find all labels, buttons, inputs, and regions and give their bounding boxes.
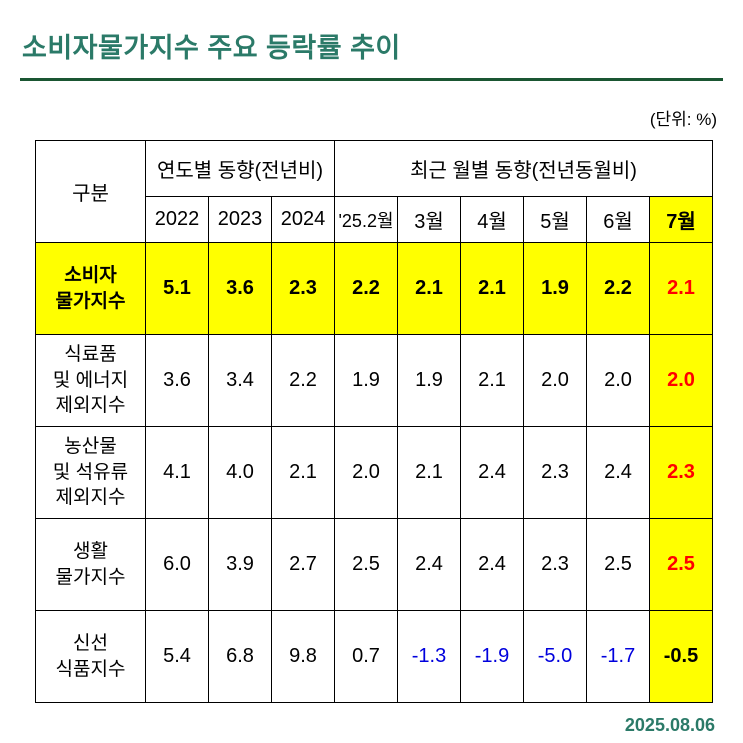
title-underline <box>20 78 723 81</box>
value-cell: 2.4 <box>460 518 524 611</box>
value-cell: 2.1 <box>460 334 524 427</box>
header-group-row: 구분 연도별 동향(전년비) 최근 월별 동향(전년동월비) <box>35 140 713 243</box>
value-cell: 2.5 <box>586 518 650 611</box>
value-cell: -1.9 <box>460 610 524 703</box>
value-cell: 2.0 <box>334 426 398 519</box>
col-header-jun: 6월 <box>586 196 650 243</box>
table-row-living: 생활 물가지수 6.0 3.9 2.7 2.5 2.4 2.4 2.3 2.5 … <box>35 518 713 611</box>
row-label: 신선 식품지수 <box>35 610 146 703</box>
value-cell: 2.5 <box>334 518 398 611</box>
value-cell: 2.0 <box>586 334 650 427</box>
value-cell: 3.6 <box>208 242 272 335</box>
row-label: 농산물 및 석유류 제외지수 <box>35 426 146 519</box>
value-cell: 2.1 <box>271 426 335 519</box>
unit-label: (단위: %) <box>649 110 717 129</box>
table-row-cpi: 소비자 물가지수 5.1 3.6 2.3 2.2 2.1 2.1 1.9 2.2… <box>35 242 713 335</box>
value-cell: 1.9 <box>523 242 587 335</box>
table-row-fresh-food: 신선 식품지수 5.4 6.8 9.8 0.7 -1.3 -1.9 -5.0 -… <box>35 610 713 703</box>
value-cell: 2.2 <box>334 242 398 335</box>
col-header-apr: 4월 <box>460 196 524 243</box>
header-yearly-group: 연도별 동향(전년비) <box>145 140 335 197</box>
row-label: 생활 물가지수 <box>35 518 146 611</box>
value-cell: 2.4 <box>586 426 650 519</box>
value-cell: 9.8 <box>271 610 335 703</box>
col-header-feb25: '25.2월 <box>334 196 398 243</box>
value-cell-latest: 2.0 <box>649 334 713 427</box>
value-cell: 5.4 <box>145 610 209 703</box>
header-category: 구분 <box>35 140 146 243</box>
value-cell: 2.0 <box>523 334 587 427</box>
value-cell: 2.3 <box>523 518 587 611</box>
value-cell-latest: 2.3 <box>649 426 713 519</box>
col-header-2023: 2023 <box>208 196 272 243</box>
value-cell: 3.4 <box>208 334 272 427</box>
value-cell-latest: -0.5 <box>649 610 713 703</box>
value-cell: -5.0 <box>523 610 587 703</box>
value-cell: 2.1 <box>397 242 461 335</box>
value-cell: 3.9 <box>208 518 272 611</box>
col-header-mar: 3월 <box>397 196 461 243</box>
value-cell: 4.1 <box>145 426 209 519</box>
value-cell: 2.3 <box>271 242 335 335</box>
value-cell: 2.2 <box>271 334 335 427</box>
value-cell: -1.7 <box>586 610 650 703</box>
row-label: 소비자 물가지수 <box>35 242 146 335</box>
value-cell: 3.6 <box>145 334 209 427</box>
value-cell: 6.0 <box>145 518 209 611</box>
col-header-2024: 2024 <box>271 196 335 243</box>
value-cell: 2.2 <box>586 242 650 335</box>
col-header-2022: 2022 <box>145 196 209 243</box>
page-title: 소비자물가지수 주요 등락률 추이 <box>22 33 401 63</box>
value-cell: 6.8 <box>208 610 272 703</box>
value-cell: 5.1 <box>145 242 209 335</box>
value-cell: 0.7 <box>334 610 398 703</box>
value-cell-latest: 2.5 <box>649 518 713 611</box>
row-label: 식료품 및 에너지 제외지수 <box>35 334 146 427</box>
value-cell: 2.7 <box>271 518 335 611</box>
table-row-core-food-energy: 식료품 및 에너지 제외지수 3.6 3.4 2.2 1.9 1.9 2.1 2… <box>35 334 713 427</box>
date-label: 2025.08.06 <box>624 715 715 735</box>
value-cell-latest: 2.1 <box>649 242 713 335</box>
table-row-core-agri-oil: 농산물 및 석유류 제외지수 4.1 4.0 2.1 2.0 2.1 2.4 2… <box>35 426 713 519</box>
value-cell: 4.0 <box>208 426 272 519</box>
value-cell: 2.4 <box>460 426 524 519</box>
value-cell: 2.3 <box>523 426 587 519</box>
col-header-jul: 7월 <box>649 196 713 243</box>
value-cell: 1.9 <box>397 334 461 427</box>
value-cell: 2.4 <box>397 518 461 611</box>
value-cell: -1.3 <box>397 610 461 703</box>
header-monthly-group: 최근 월별 동향(전년동월비) <box>334 140 713 197</box>
value-cell: 1.9 <box>334 334 398 427</box>
value-cell: 2.1 <box>460 242 524 335</box>
value-cell: 2.1 <box>397 426 461 519</box>
header-cols-row: 2022 2023 2024 '25.2월 3월 4월 5월 6월 7월 <box>36 196 713 243</box>
cpi-table: 구분 연도별 동향(전년비) 최근 월별 동향(전년동월비) 2022 2023… <box>35 140 713 703</box>
col-header-may: 5월 <box>523 196 587 243</box>
